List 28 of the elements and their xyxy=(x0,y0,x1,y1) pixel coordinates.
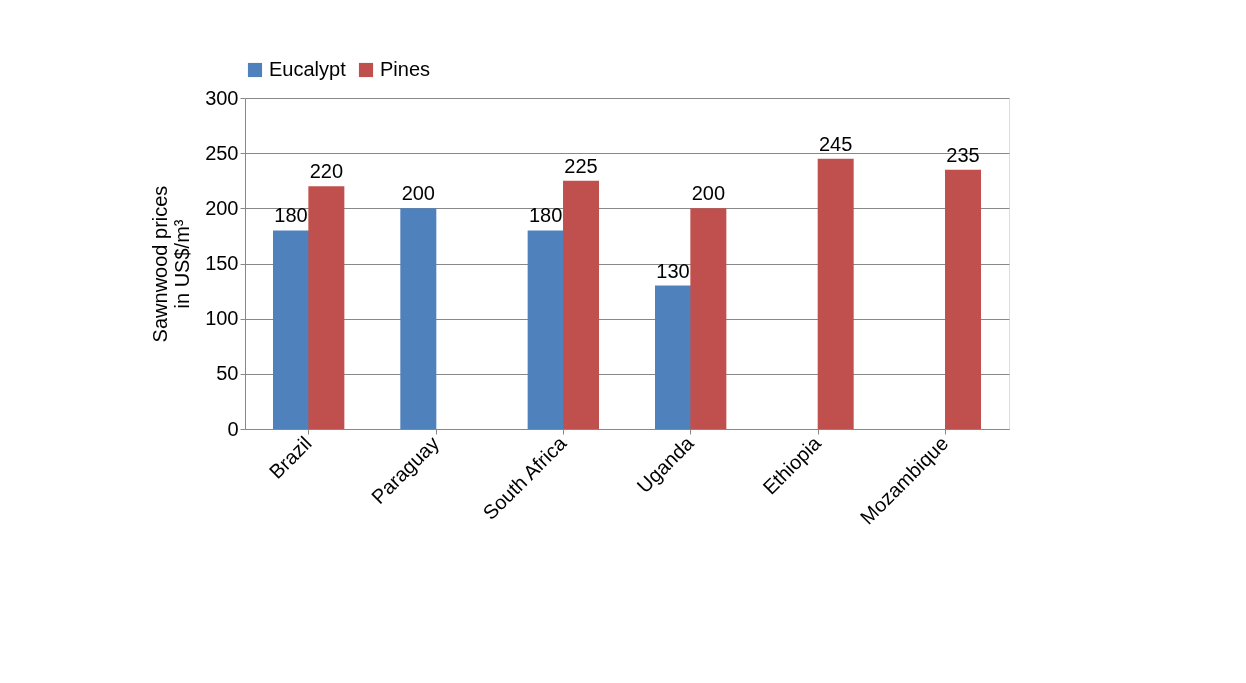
y-tick-label: 200 xyxy=(205,196,239,219)
legend-label: Eucalypt xyxy=(269,58,347,80)
bar xyxy=(563,180,600,429)
data-label: 200 xyxy=(401,182,435,205)
y-tick-label: 100 xyxy=(205,307,239,330)
data-label: 180 xyxy=(274,204,308,227)
y-tick-label: 50 xyxy=(216,362,239,385)
data-label: 200 xyxy=(691,182,726,205)
y-tick-label: 150 xyxy=(205,252,239,274)
bar xyxy=(945,169,982,429)
bar xyxy=(308,186,345,429)
data-label: 180 xyxy=(528,204,563,227)
bar xyxy=(690,208,727,429)
data-label: 130 xyxy=(656,259,690,282)
legend-label: Pines xyxy=(380,58,431,80)
y-tick-label: 250 xyxy=(205,141,239,164)
bar xyxy=(527,230,564,429)
data-label: 245 xyxy=(819,132,853,155)
data-label: 225 xyxy=(564,154,598,177)
bar xyxy=(654,285,691,429)
bar xyxy=(400,208,437,429)
data-label: 235 xyxy=(946,143,980,166)
y-tick-label: 0 xyxy=(227,417,239,440)
y-tick-label: 300 xyxy=(205,86,239,109)
data-label: 220 xyxy=(309,160,344,183)
y-axis-title: Sawnwood prices in US$/m³ xyxy=(149,185,194,343)
bar xyxy=(272,230,309,429)
bar xyxy=(817,158,854,429)
